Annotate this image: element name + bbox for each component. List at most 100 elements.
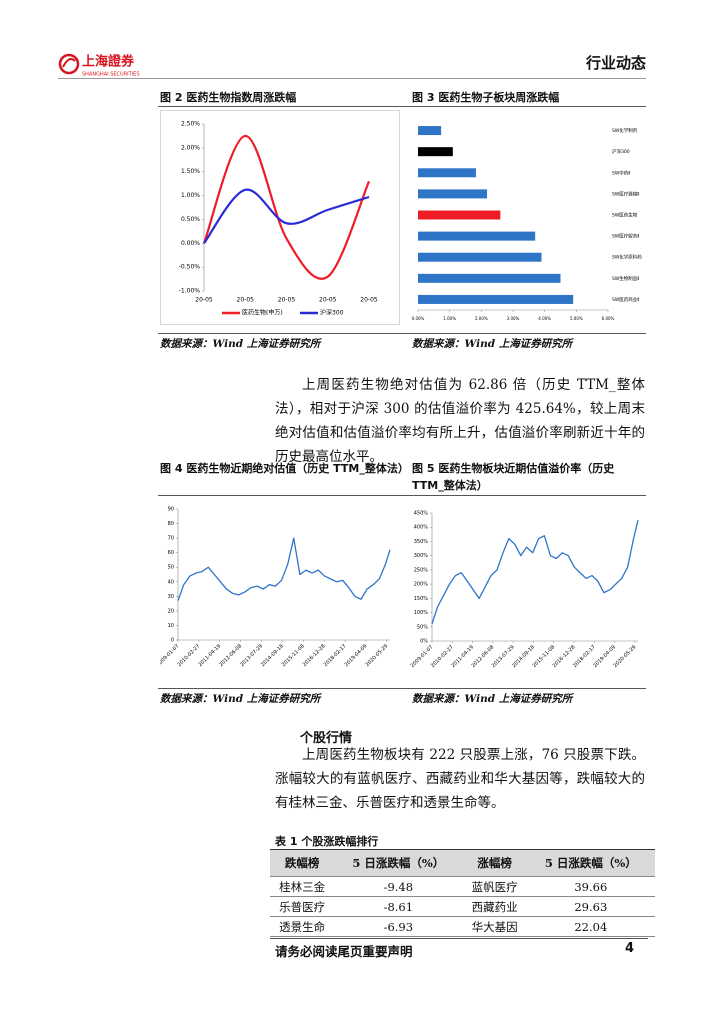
- bar: [418, 168, 476, 178]
- figure-source: 数据来源：Wind 上海证券研究所: [412, 338, 573, 350]
- y-tick-label: 2.50%: [181, 121, 200, 128]
- category-label: SW化学制剂: [612, 127, 638, 134]
- category-label: SW生物制品Ⅱ: [612, 275, 640, 282]
- logo-en: SHANGHAI SECURITIES: [82, 72, 140, 78]
- table-header-cell: 5 日涨跌幅（%）: [334, 849, 463, 877]
- table-cell: -6.93: [334, 916, 463, 937]
- y-tick-label: 1.50%: [181, 168, 200, 175]
- x-tick-label: 5.00%: [570, 316, 583, 321]
- x-tick-label: 20-05: [195, 297, 213, 304]
- header-rule: [58, 78, 646, 79]
- y-tick-label: 60: [168, 550, 174, 556]
- x-tick-label: 6.00%: [602, 316, 615, 321]
- section-label: 行业动态: [585, 54, 646, 72]
- y-tick-label: 0: [171, 638, 174, 644]
- table-cell: 乐普医疗: [270, 896, 335, 917]
- bar: [418, 189, 488, 199]
- bar: [418, 126, 442, 136]
- y-tick-label: 0.50%: [181, 216, 200, 223]
- chart: -1.00% -0.50% 0.00% 0.50% 1.00% 1.50% 2.00% 2.5…: [160, 110, 400, 325]
- legend-label: 沪深300: [320, 309, 344, 317]
- logo: 上海證券 SHANGHAI SECURITIES: [58, 53, 140, 78]
- table-cell: 22.04: [526, 916, 655, 937]
- y-tick-label: 1.00%: [181, 192, 200, 199]
- table-title: 表 1 个股涨跌幅排行: [275, 835, 379, 848]
- table-header-row: 跌幅榜 5 日涨跌幅（%） 涨幅榜 5 日涨跌幅（%）: [270, 849, 655, 877]
- rule: [158, 106, 646, 107]
- logo-icon: [58, 53, 80, 75]
- paragraph: 上周医药生物绝对估值为 62.86 倍（历史 TTM_整体法），相对于沪深 30…: [275, 377, 645, 465]
- y-tick-label: 10: [168, 623, 174, 629]
- y-tick-label: 450%: [414, 511, 429, 517]
- line: [203, 188, 370, 244]
- figure-caption: 图 2 医药生物指数周涨跌幅: [160, 91, 297, 104]
- y-tick-label: 250%: [414, 567, 429, 573]
- figure-caption: 图 3 医药生物子板块周涨跌幅: [412, 91, 560, 104]
- x-tick-label: 3.00%: [507, 316, 520, 321]
- y-tick-label: -1.00%: [179, 288, 201, 295]
- y-tick-label: 20: [168, 608, 174, 614]
- bar: [418, 294, 574, 304]
- rule: [158, 688, 646, 689]
- y-tick-label: 80: [168, 521, 174, 527]
- line: [202, 134, 371, 280]
- table-header-cell: 跌幅榜: [270, 849, 335, 877]
- chart: 01020304050607080902009-01-072010-02-272…: [160, 507, 391, 668]
- bar: [418, 147, 453, 157]
- footer-note: 请务必阅读尾页重要声明: [275, 944, 413, 959]
- x-tick-label: 20-05: [360, 297, 378, 304]
- table-cell: 桂林三金: [270, 876, 335, 897]
- chart: 0.00% 1.00% 2.00% 3.00% 4.00% 5.00% 6.00% SW化学制…: [412, 126, 642, 321]
- figure-caption: 图 5 医药生物板块近期估值溢价率（历史 TTM_整体法）: [412, 462, 615, 492]
- line: [431, 519, 639, 625]
- y-tick-label: -0.50%: [179, 264, 201, 271]
- table-header-cell: 涨幅榜: [462, 849, 527, 877]
- table-cell: -8.61: [334, 896, 463, 917]
- table-header-cell: 5 日涨跌幅（%）: [526, 849, 655, 877]
- table-row: 透景生命 -6.93 华大基因 22.04: [270, 916, 655, 937]
- figure-caption: 图 4 医药生物近期绝对估值（历史 TTM_整体法）: [160, 462, 409, 475]
- y-tick-label: 90: [168, 507, 174, 513]
- y-tick-label: 50: [168, 565, 174, 571]
- chart-frame: [160, 110, 400, 325]
- legend-label: 医药生物(申万): [242, 309, 283, 317]
- figure-source: 数据来源：Wind 上海证券研究所: [160, 338, 321, 350]
- category-label: SW医疗器械Ⅱ: [612, 190, 640, 197]
- category-label: SW医药生物: [612, 212, 638, 219]
- y-tick-label: 150%: [414, 596, 429, 602]
- y-tick-label: 50%: [417, 624, 428, 630]
- rule: [158, 333, 646, 334]
- logo-cn: 上海證券: [82, 54, 135, 70]
- category-label: SW医疗服务Ⅱ: [612, 233, 640, 240]
- table-cell: 29.63: [526, 896, 655, 917]
- bar: [418, 210, 501, 220]
- table-cell: 西藏药业: [462, 896, 527, 917]
- x-tick-label: 20-05: [319, 297, 337, 304]
- x-tick-label: 4.00%: [538, 316, 551, 321]
- figure-source: 数据来源：Wind 上海证券研究所: [412, 693, 573, 705]
- x-tick-label: 20-05: [278, 297, 296, 304]
- y-tick-label: 200%: [414, 582, 429, 588]
- section-title: 个股行情: [300, 731, 353, 746]
- y-tick-label: 70: [168, 536, 174, 542]
- x-tick-label: 20-05: [237, 297, 255, 304]
- paragraph: 上周医药生物板块有 222 只股票上涨，76 只股票下跌。涨幅较大的有蓝帆医疗、…: [275, 747, 645, 811]
- x-tick-label: 2020-05-29: [365, 643, 390, 668]
- page-number: 4: [625, 941, 635, 956]
- category-label: SW中药Ⅱ: [612, 169, 631, 176]
- footer-rule: [270, 938, 648, 939]
- figure-source: 数据来源：Wind 上海证券研究所: [160, 693, 321, 705]
- y-tick-label: 300%: [414, 553, 429, 559]
- bar: [418, 252, 542, 262]
- category-label: SW医药商业Ⅱ: [612, 296, 640, 303]
- chart: 0%50%100%150%200%250%300%350%400%450%200…: [410, 511, 639, 669]
- rule: [158, 495, 646, 496]
- table-cell: 华大基因: [462, 916, 527, 937]
- y-tick-label: 100%: [414, 610, 429, 616]
- y-tick-label: 0%: [420, 639, 428, 645]
- table-row: 桂林三金 -9.48 蓝帆医疗 39.66: [270, 876, 655, 897]
- x-tick-label: 1.00%: [443, 316, 456, 321]
- table-row: 乐普医疗 -8.61 西藏药业 29.63: [270, 896, 655, 917]
- y-tick-label: 40: [168, 579, 174, 585]
